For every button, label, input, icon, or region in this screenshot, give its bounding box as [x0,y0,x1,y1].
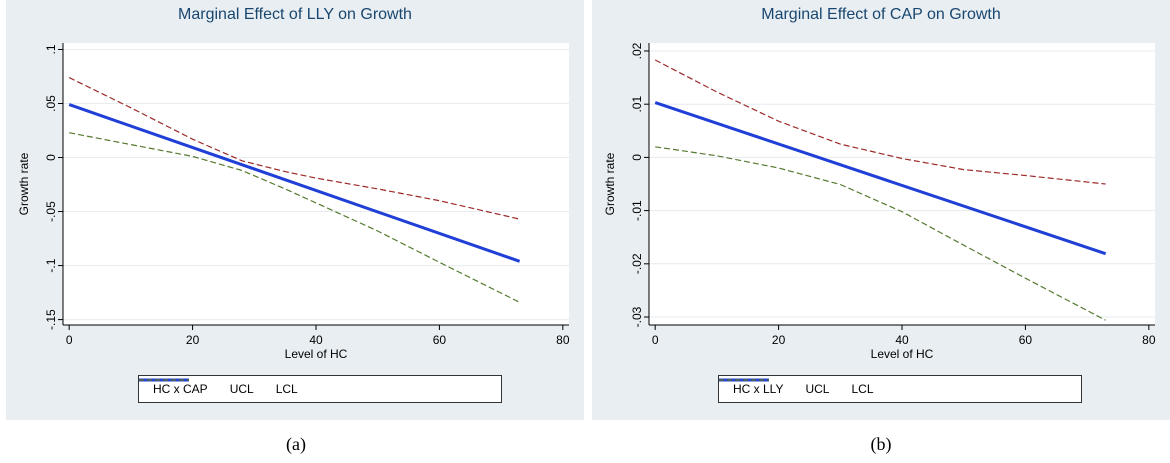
y-tick-label-b: -.03 [630,306,644,327]
legend-swatch-lcl-b [719,379,769,381]
y-tick-label-a: .1 [44,44,58,54]
x-axis-label-b: Level of HC [871,347,934,361]
legend-item-ucl-a: UCL [139,379,254,396]
x-tick-label-a: 60 [433,333,447,347]
legend-item-main-a: HC x CAP [139,378,208,396]
legend-label-ucl-b: UCL [805,382,830,396]
y-tick-label-a: 0 [44,154,58,161]
legend-swatch-lcl-a [139,379,189,381]
plot-background-a [63,43,569,325]
x-tick-label-b: 80 [1142,333,1156,347]
chart-panel-b: -.03 -.02 -.01 0 .01 .02 0 20 40 60 80 Level of HC G… [592,0,1170,420]
x-axis-label-a: Level of HC [285,347,348,361]
legend-item-main-b: HC x LLY [719,378,784,396]
series-line-ucl-a [68,77,520,220]
legend-label-lcl-b: LCL [851,382,874,396]
x-tick-label-b: 0 [652,333,659,347]
x-tick-label-a: 80 [556,333,570,347]
y-axis-label-b: Growth rate [603,152,617,215]
legend-item-ucl-b: UCL [719,379,830,396]
x-tick-label-b: 40 [895,333,909,347]
legend-label-ucl-a: UCL [229,382,254,396]
legend-a: HC x CAP UCL LCL [138,375,502,403]
x-tick-label-a: 20 [186,333,200,347]
chart-title-a: Marginal Effect of LLY on Growth [178,6,412,23]
legend-label-main-b: HC x LLY [733,382,784,396]
plot-area-b: -.03 -.02 -.01 0 .01 .02 0 20 40 60 80 Level of HC G… [603,42,1156,361]
chart-panel-a: -.15 -.1 -.05 0 .05 .1 0 20 40 60 80 Level of HC Gro… [6,0,584,420]
y-tick-label-a: -.15 [44,309,58,330]
caption-b: (b) [870,434,892,454]
plot-area-a: -.15 -.1 -.05 0 .05 .1 0 20 40 60 80 Level of HC Gro… [17,43,570,361]
x-tick-label-a: 40 [309,333,323,347]
legend-label-lcl-a: LCL [275,382,298,396]
y-tick-label-b: .01 [630,96,644,113]
x-tick-label-a: 0 [66,333,73,347]
y-tick-label-a: -.1 [44,258,58,272]
legend-item-lcl-b: LCL [719,379,874,396]
y-tick-label-b: 0 [630,154,644,161]
series-line-ucl-b [654,59,1106,185]
series-line-lcl-b [655,146,1106,321]
y-axis-label-a: Growth rate [17,152,31,215]
x-tick-label-b: 20 [772,333,786,347]
series-line-main-b [654,101,1107,256]
y-tick-label-b: -.02 [630,253,644,274]
legend-label-main-a: HC x CAP [153,382,208,396]
legend-item-lcl-a: LCL [139,379,298,396]
y-tick-label-b: -.01 [630,200,644,221]
y-tick-label-a: -.05 [44,201,58,222]
series-line-lcl-a [69,132,520,303]
y-tick-label-a: .05 [44,95,58,112]
y-tick-label-b: .02 [630,42,644,59]
caption-a: (a) [286,434,306,454]
x-tick-label-b: 60 [1019,333,1033,347]
legend-b: HC x LLY UCL LCL [718,375,1082,403]
series-line-main-a [68,103,521,263]
chart-title-b: Marginal Effect of CAP on Growth [761,6,1001,23]
